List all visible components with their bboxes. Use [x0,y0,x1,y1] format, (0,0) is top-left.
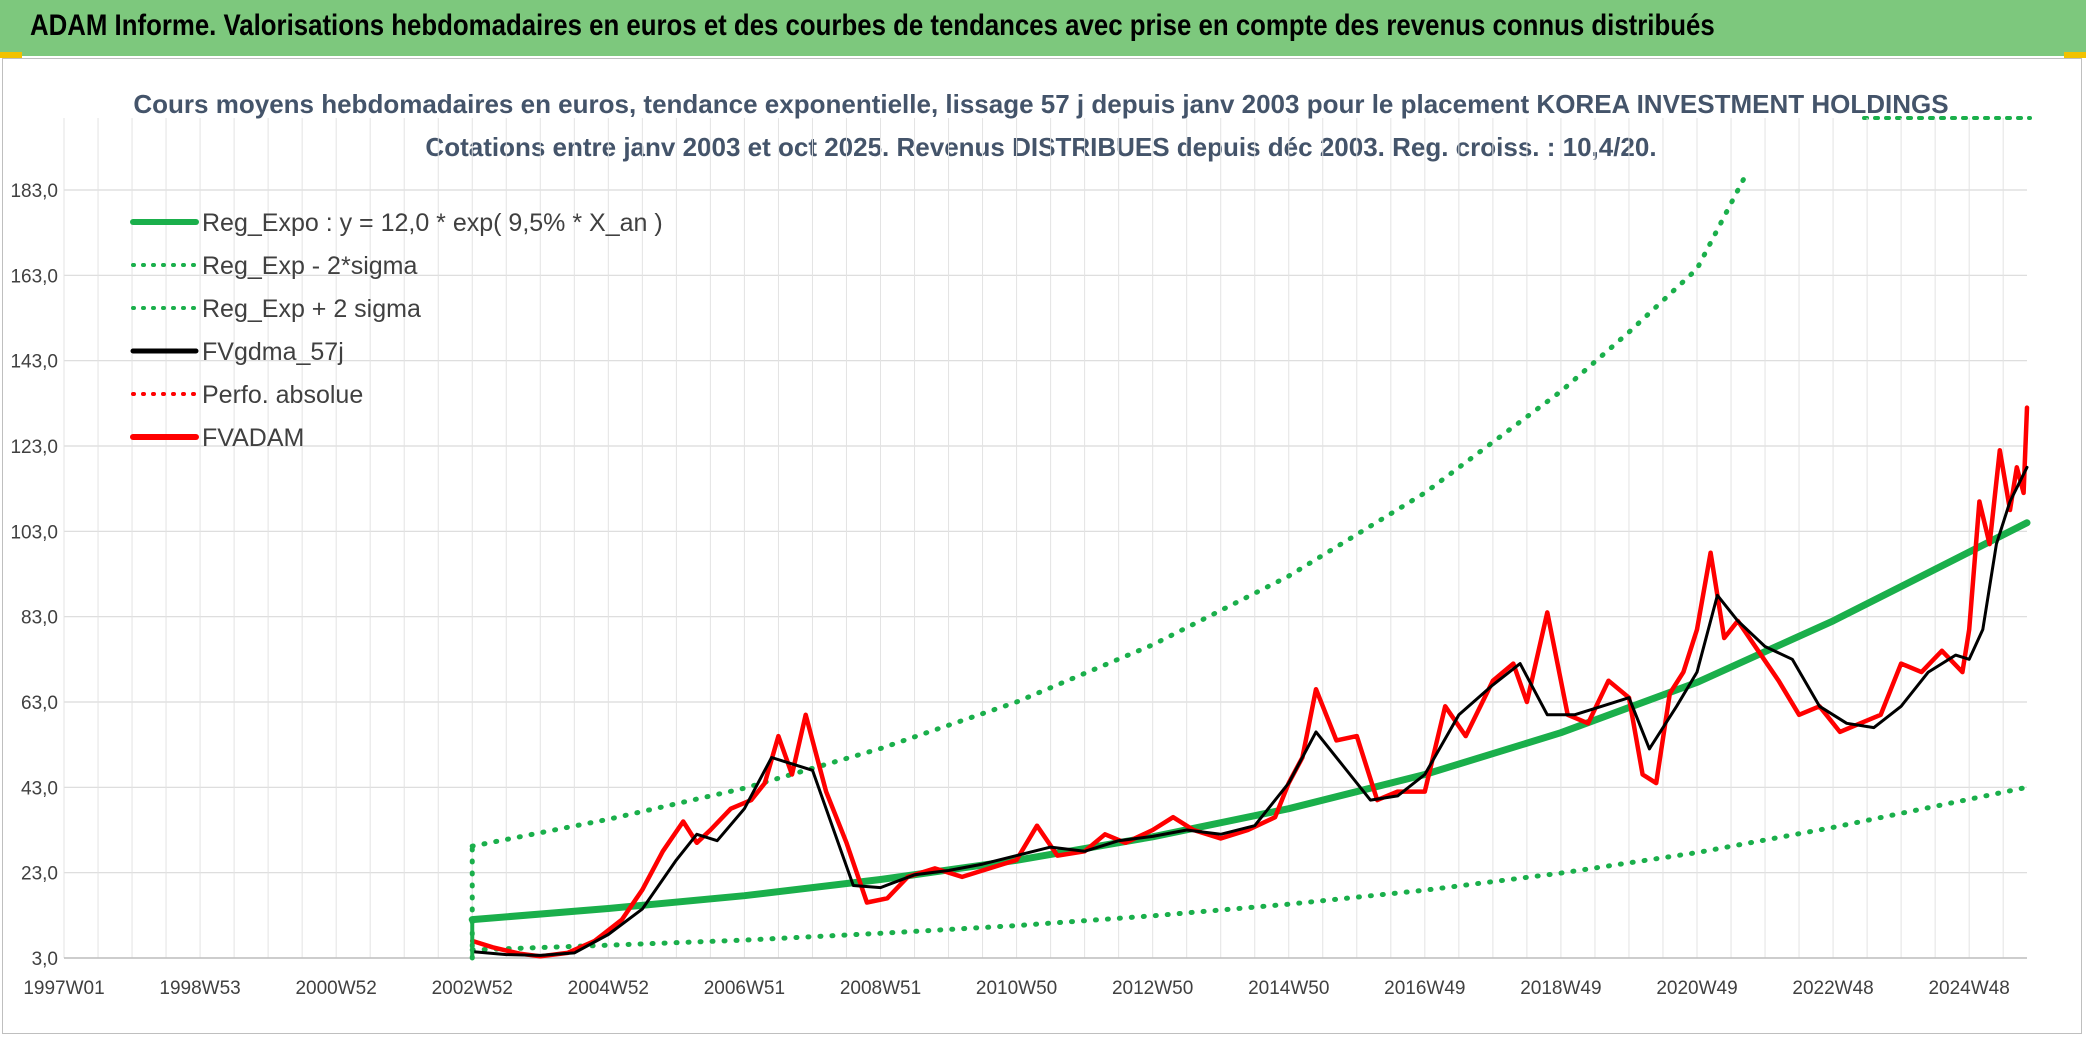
corner-marker-right [2064,52,2086,58]
x-tick-label: 2000W52 [295,978,376,999]
y-tick-label: 43,0 [21,778,58,799]
y-tick-label: 103,0 [10,522,58,543]
x-tick-label: 2020W49 [1656,978,1737,999]
chart-title: Cours moyens hebdomadaires en euros, ten… [133,89,1948,119]
y-tick-label: 163,0 [10,266,58,287]
y-tick-label: 183,0 [10,181,58,202]
legend-label: FVgdma_57j [202,338,344,366]
series-line [469,405,2030,959]
header-banner: ADAM Informe. Valorisations hebdomadaire… [0,0,2086,56]
y-tick-label: 3,0 [32,949,58,970]
legend-label: Reg_Expo : y = 12,0 * exp( 9,5% * X_an ) [202,209,663,237]
y-tick-label: 63,0 [21,693,58,714]
x-tick-label: 2024W48 [1928,978,2009,999]
series-line [468,519,2031,924]
legend-label: Reg_Exp + 2 sigma [202,295,421,323]
x-tick-label: 1998W53 [159,978,240,999]
plot-area [468,174,2031,961]
legend-label: FVADAM [202,424,304,452]
x-tick-label: 2004W52 [568,978,649,999]
x-tick-label: 2002W52 [432,978,513,999]
y-axis: 3,0 23,0 43,0 63,0 83,0 103,0 123,0 143,0 163,0 1… [10,181,58,970]
x-tick-label: 2012W50 [1112,978,1193,999]
x-axis: 1997W01 1998W53 2000W52 2002W52 2004W52 2006W… [23,978,2010,999]
series-line [469,784,2030,953]
y-tick-label: 143,0 [10,352,58,373]
x-tick-label: 2006W51 [704,978,785,999]
x-tick-label: 2010W50 [976,978,1057,999]
y-tick-label: 23,0 [21,864,58,885]
corner-marker-left [0,52,22,58]
legend: Reg_Expo : y = 12,0 * exp( 9,5% * X_an )… [130,209,663,452]
chart-frame [2,58,2082,1034]
legend-label: Perfo. absolue [202,381,363,409]
grid [63,118,2027,959]
x-tick-label: 1997W01 [23,978,104,999]
x-tick-label: 2018W49 [1520,978,1601,999]
x-tick-label: 2022W48 [1792,978,1873,999]
x-tick-label: 2014W50 [1248,978,1329,999]
series-line [470,465,2029,957]
x-tick-label: 2016W49 [1384,978,1465,999]
y-tick-label: 123,0 [10,437,58,458]
x-tick-label: 2008W51 [840,978,921,999]
page-title: ADAM Informe. Valorisations hebdomadaire… [30,9,1715,42]
y-tick-label: 83,0 [21,608,58,629]
chart-subtitle: Cotations entre janv 2003 et oct 2025. R… [425,132,1656,162]
series-line [469,174,1748,849]
legend-label: Reg_Exp - 2*sigma [202,252,417,280]
